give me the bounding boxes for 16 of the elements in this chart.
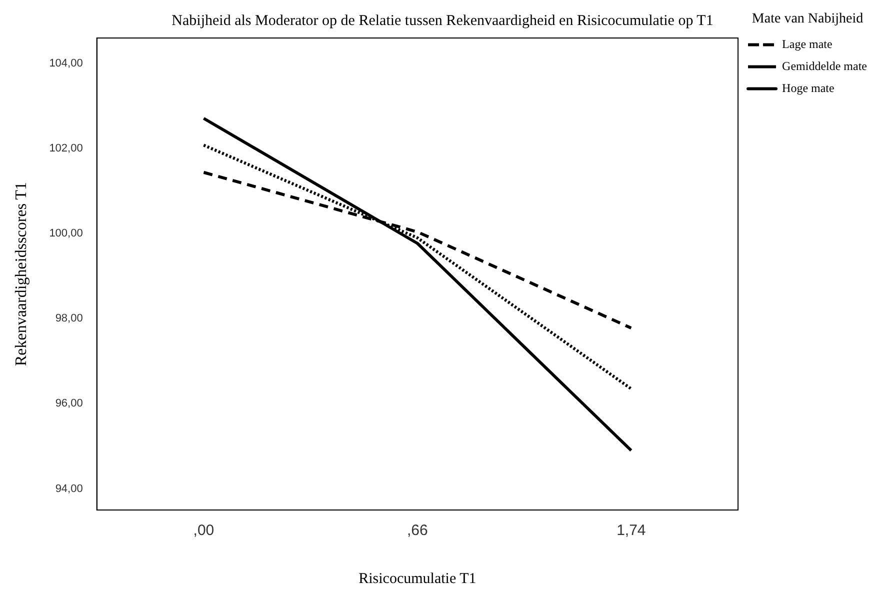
legend-label: Hoge mate (782, 80, 834, 95)
x-axis-title: Risicocumulatie T1 (358, 570, 476, 587)
y-axis-title: Rekenvaardigheidsscores T1 (12, 182, 30, 366)
y-tick-label: 94,00 (55, 482, 83, 495)
y-tick-label: 96,00 (55, 398, 83, 410)
legend-label: Lage mate (782, 36, 832, 51)
chart-title: Nabijheid als Moderator op de Relatie tussen Rekenvaardigheid en Risicocumulatie op T1 (172, 12, 714, 29)
y-tick-label: 102,00 (49, 142, 83, 155)
x-tick-label: ,00 (193, 522, 214, 540)
x-tick-label: 1,74 (616, 522, 646, 540)
legend-label: Gemiddelde mate (782, 58, 867, 73)
y-tick-label: 98,00 (55, 312, 83, 325)
legend-title: Mate van Nabijheid (752, 12, 864, 27)
y-tick-label: 104,00 (49, 58, 83, 70)
x-tick-label: ,66 (407, 522, 428, 540)
y-tick-label: 100,00 (49, 228, 83, 240)
